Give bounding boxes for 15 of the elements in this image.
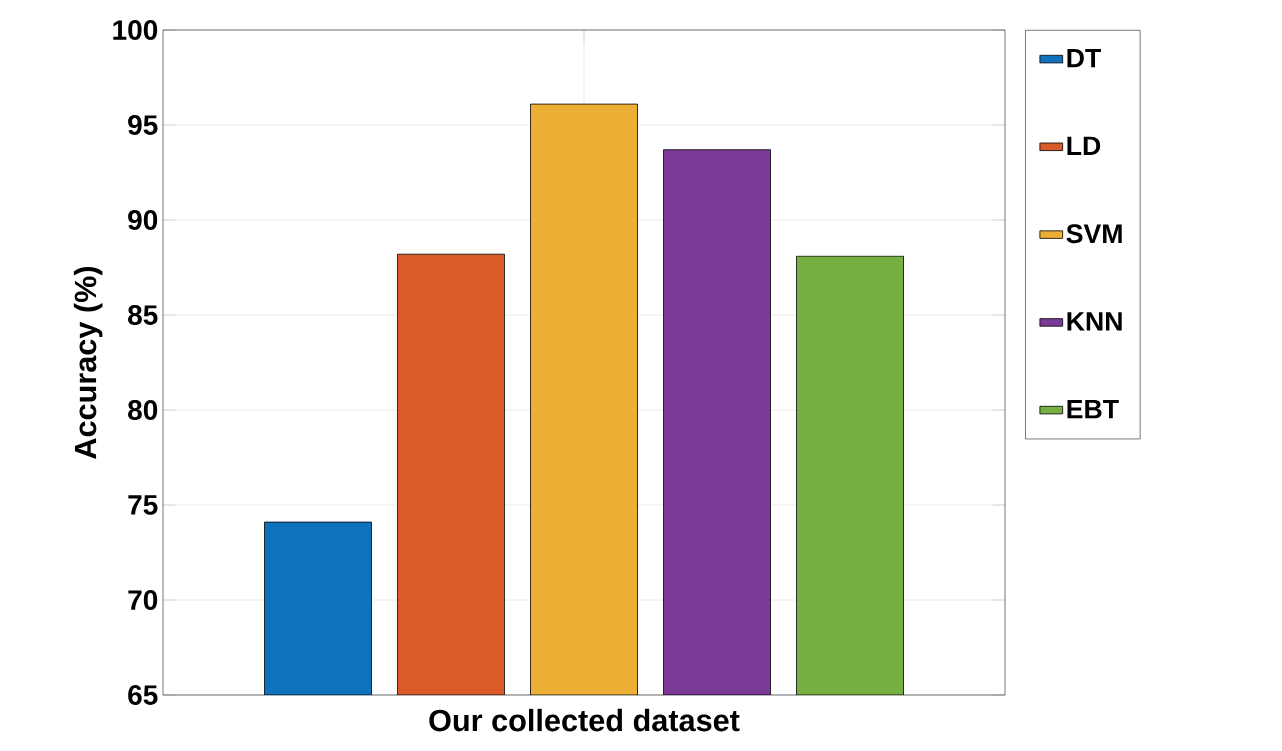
y-tick-label: 90 <box>128 210 158 230</box>
y-tick-label: 85 <box>128 305 158 325</box>
y-tick-label: 70 <box>128 590 158 610</box>
y-axis-title: Accuracy (%) <box>73 266 103 459</box>
y-tick-label: 80 <box>128 400 158 420</box>
y-tick-label: 75 <box>128 495 158 515</box>
legend-label: DT <box>1067 48 1101 68</box>
legend-label: KNN <box>1067 312 1122 331</box>
legend-label: LD <box>1067 136 1101 155</box>
y-tick-label: 100 <box>113 20 158 40</box>
legend-label: EBT <box>1067 399 1119 419</box>
y-tick-label: 65 <box>128 685 158 705</box>
y-tick-label: 95 <box>128 115 158 135</box>
x-axis-title: Our collected dataset <box>429 708 740 732</box>
legend-label: SVM <box>1066 224 1122 244</box>
